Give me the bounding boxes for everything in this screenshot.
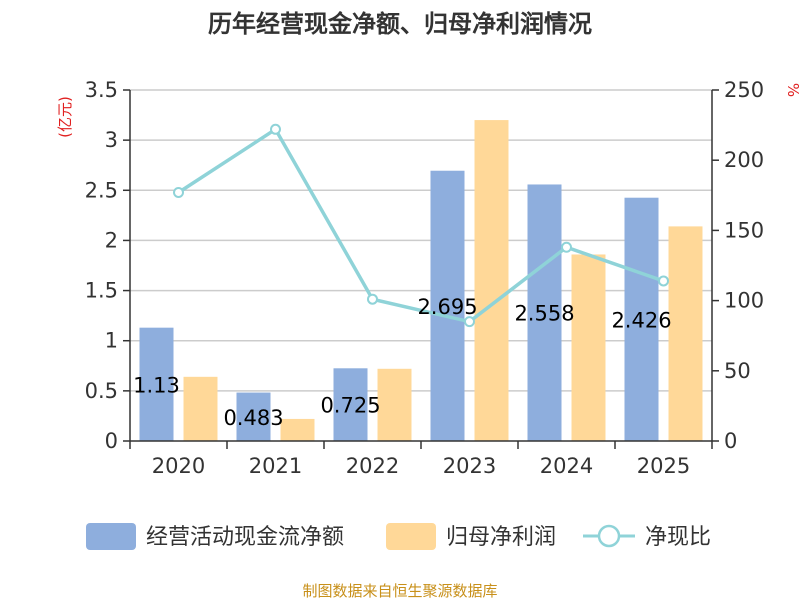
ratio-point bbox=[173, 186, 184, 198]
axes bbox=[123, 89, 719, 449]
right-tick-label: 200 bbox=[724, 148, 764, 172]
left-tick-label: 1 bbox=[105, 329, 118, 353]
legend-swatch-ratio-marker bbox=[597, 524, 621, 548]
right-tick-label: 0 bbox=[724, 429, 737, 453]
right-axis-unit: % bbox=[784, 83, 800, 97]
legend-label-ratio: 净现比 bbox=[645, 525, 711, 550]
legend-label-profit: 归母净利润 bbox=[446, 525, 556, 550]
chart-title: 历年经营现金净额、归母净利润情况 bbox=[208, 10, 592, 38]
left-tick-label: 2 bbox=[105, 228, 118, 252]
bar-cashflow bbox=[527, 184, 562, 441]
right-tick-label: 150 bbox=[724, 218, 764, 242]
legend-label-cashflow: 经营活动现金流净额 bbox=[146, 525, 344, 550]
ratio-point bbox=[658, 275, 669, 287]
ratio-point bbox=[561, 241, 572, 253]
legend-swatch-cashflow bbox=[86, 523, 136, 550]
x-tick-label: 2023 bbox=[443, 454, 496, 478]
data-label-cashflow: 1.13 bbox=[133, 373, 180, 397]
bar-cashflow bbox=[139, 327, 174, 441]
legend-item-cashflow[interactable]: 经营活动现金流净额 bbox=[86, 523, 344, 550]
bar-profit bbox=[474, 120, 509, 441]
bar-cashflow bbox=[624, 197, 659, 441]
left-tick-label: 2.5 bbox=[85, 178, 118, 202]
right-tick-label: 50 bbox=[724, 359, 751, 383]
bar-cashflow bbox=[236, 392, 271, 441]
legend-item-profit[interactable]: 归母净利润 bbox=[386, 523, 556, 550]
legend: 经营活动现金流净额 归母净利润 净现比 bbox=[86, 523, 711, 550]
left-tick-label: 3.5 bbox=[85, 78, 118, 102]
ratio-line-path bbox=[177, 126, 665, 324]
left-tick-label: 0.5 bbox=[85, 379, 118, 403]
ratio-point bbox=[464, 316, 475, 328]
ratio-point bbox=[367, 293, 378, 305]
legend-swatch-profit bbox=[386, 523, 436, 550]
ratio-point bbox=[270, 123, 281, 135]
grid-lines bbox=[130, 89, 712, 392]
bar-cashflow bbox=[333, 368, 368, 441]
data-label-cashflow: 2.426 bbox=[611, 308, 671, 332]
bar-profit bbox=[571, 254, 606, 441]
tick-labels: 0 0.5 1 1.5 2 2.5 3 3.5 0 50 100 150 200 250 2020 2021 2… bbox=[85, 78, 765, 478]
data-label-cashflow: 0.483 bbox=[223, 406, 283, 430]
bar-profit bbox=[668, 226, 703, 441]
x-tick-label: 2021 bbox=[249, 454, 302, 478]
left-tick-label: 0 bbox=[105, 429, 118, 453]
left-tick-label: 3 bbox=[105, 128, 118, 152]
bar-cashflow bbox=[430, 170, 465, 442]
right-tick-label: 100 bbox=[724, 289, 764, 313]
left-tick-label: 1.5 bbox=[85, 279, 118, 303]
x-tick-label: 2024 bbox=[540, 454, 593, 478]
x-tick-label: 2022 bbox=[346, 454, 399, 478]
bar-profit bbox=[280, 418, 315, 441]
bars bbox=[139, 120, 703, 442]
data-label-cashflow: 2.695 bbox=[417, 295, 477, 319]
data-label-cashflow: 0.725 bbox=[320, 394, 380, 418]
ratio-line bbox=[173, 123, 669, 328]
source-footer: 制图数据来自恒生聚源数据库 bbox=[302, 582, 497, 600]
x-tick-label: 2020 bbox=[152, 454, 205, 478]
legend-item-ratio[interactable]: 净现比 bbox=[583, 524, 711, 550]
data-label-cashflow: 2.558 bbox=[514, 302, 574, 326]
left-axis-unit: (亿元) bbox=[56, 96, 74, 138]
right-tick-label: 250 bbox=[724, 78, 764, 102]
bar-profit bbox=[183, 376, 218, 441]
x-tick-label: 2025 bbox=[637, 454, 690, 478]
bar-profit bbox=[377, 368, 412, 441]
data-labels: 1.13 0.483 0.725 2.695 2.558 2.426 bbox=[133, 295, 671, 430]
